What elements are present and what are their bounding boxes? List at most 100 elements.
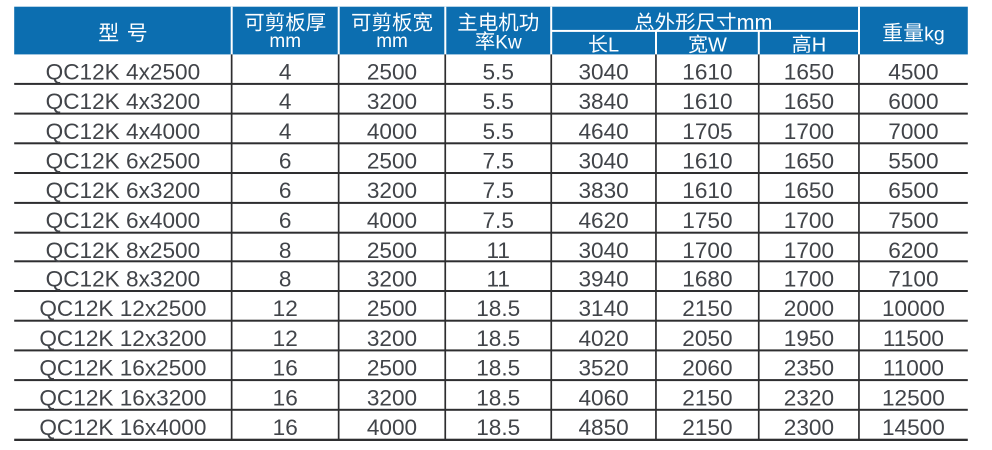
svg-text:1750: 1750 xyxy=(682,208,732,233)
svg-text:1610: 1610 xyxy=(682,60,732,85)
svg-text:18.5: 18.5 xyxy=(476,296,520,321)
svg-text:QC12K 4x2500: QC12K 4x2500 xyxy=(46,60,201,85)
svg-text:5.5: 5.5 xyxy=(482,60,513,85)
svg-text:kg: kg xyxy=(924,23,945,45)
svg-text:2000: 2000 xyxy=(784,296,834,321)
svg-text:4620: 4620 xyxy=(578,208,628,233)
svg-text:7100: 7100 xyxy=(888,267,938,292)
svg-text:QC12K 12x2500: QC12K 12x2500 xyxy=(39,296,206,321)
svg-text:8: 8 xyxy=(279,267,292,292)
svg-text:2150: 2150 xyxy=(682,415,732,440)
svg-text:11500: 11500 xyxy=(883,326,944,351)
svg-text:2500: 2500 xyxy=(367,356,417,381)
svg-text:QC12K 8x2500: QC12K 8x2500 xyxy=(46,238,201,263)
svg-text:7.5: 7.5 xyxy=(482,178,513,203)
svg-text:QC12K 6x3200: QC12K 6x3200 xyxy=(46,178,201,203)
svg-text:16: 16 xyxy=(273,356,298,381)
svg-text:W: W xyxy=(708,34,727,56)
svg-text:QC12K 6x2500: QC12K 6x2500 xyxy=(46,149,201,174)
svg-text:QC12K 8x3200: QC12K 8x3200 xyxy=(46,267,201,292)
svg-text:3940: 3940 xyxy=(578,267,628,292)
svg-text:6000: 6000 xyxy=(888,89,938,114)
svg-text:18.5: 18.5 xyxy=(476,385,520,410)
svg-text:14500: 14500 xyxy=(882,415,945,440)
svg-text:2300: 2300 xyxy=(784,415,834,440)
svg-text:QC12K 6x4000: QC12K 6x4000 xyxy=(46,208,201,233)
svg-text:QC12K 12x3200: QC12K 12x3200 xyxy=(39,326,206,351)
svg-text:1700: 1700 xyxy=(784,119,834,144)
svg-text:4: 4 xyxy=(279,89,292,114)
svg-text:mm: mm xyxy=(737,11,773,35)
svg-text:7500: 7500 xyxy=(888,208,938,233)
svg-text:12500: 12500 xyxy=(882,385,945,410)
svg-text:3040: 3040 xyxy=(578,149,628,174)
svg-text:7.5: 7.5 xyxy=(482,149,513,174)
svg-text:3200: 3200 xyxy=(367,326,417,351)
svg-text:5.5: 5.5 xyxy=(482,119,513,144)
svg-text:2150: 2150 xyxy=(682,296,732,321)
svg-text:1610: 1610 xyxy=(682,178,732,203)
svg-text:5500: 5500 xyxy=(888,149,938,174)
svg-text:Kw: Kw xyxy=(495,33,522,54)
svg-text:QC12K 16x4000: QC12K 16x4000 xyxy=(39,415,206,440)
svg-text:6200: 6200 xyxy=(888,238,938,263)
svg-text:3040: 3040 xyxy=(578,238,628,263)
svg-text:11000: 11000 xyxy=(883,356,944,381)
svg-text:4000: 4000 xyxy=(367,119,417,144)
svg-text:6500: 6500 xyxy=(888,178,938,203)
svg-text:12: 12 xyxy=(273,296,298,321)
svg-text:3140: 3140 xyxy=(578,296,628,321)
svg-text:18.5: 18.5 xyxy=(476,326,520,351)
svg-text:1700: 1700 xyxy=(784,208,834,233)
svg-text:2500: 2500 xyxy=(367,238,417,263)
svg-text:3200: 3200 xyxy=(367,267,417,292)
svg-text:3200: 3200 xyxy=(367,178,417,203)
svg-text:8: 8 xyxy=(279,238,292,263)
svg-text:11: 11 xyxy=(486,267,509,292)
svg-text:6: 6 xyxy=(279,208,292,233)
svg-text:12: 12 xyxy=(273,326,298,351)
svg-text:1950: 1950 xyxy=(784,326,834,351)
svg-text:1610: 1610 xyxy=(682,89,732,114)
svg-text:18.5: 18.5 xyxy=(476,415,520,440)
svg-text:5.5: 5.5 xyxy=(482,89,513,114)
svg-text:2500: 2500 xyxy=(367,296,417,321)
svg-text:4: 4 xyxy=(279,60,292,85)
svg-text:3040: 3040 xyxy=(578,60,628,85)
svg-text:16: 16 xyxy=(273,415,298,440)
svg-text:1700: 1700 xyxy=(784,238,834,263)
svg-text:3520: 3520 xyxy=(578,356,628,381)
svg-text:1650: 1650 xyxy=(784,149,834,174)
svg-text:1700: 1700 xyxy=(682,238,732,263)
svg-text:QC12K 16x3200: QC12K 16x3200 xyxy=(39,385,206,410)
svg-text:3830: 3830 xyxy=(578,178,628,203)
svg-text:4640: 4640 xyxy=(578,119,628,144)
svg-text:4850: 4850 xyxy=(578,415,628,440)
svg-text:11: 11 xyxy=(486,238,509,263)
svg-text:4000: 4000 xyxy=(367,415,417,440)
svg-text:2320: 2320 xyxy=(784,385,834,410)
svg-text:1650: 1650 xyxy=(784,178,834,203)
svg-text:6: 6 xyxy=(279,149,292,174)
svg-text:7000: 7000 xyxy=(888,119,938,144)
svg-text:16: 16 xyxy=(273,385,298,410)
svg-text:4500: 4500 xyxy=(888,60,938,85)
svg-text:4060: 4060 xyxy=(578,385,628,410)
svg-text:3200: 3200 xyxy=(367,385,417,410)
svg-text:L: L xyxy=(608,34,619,56)
svg-text:2150: 2150 xyxy=(682,385,732,410)
svg-text:1650: 1650 xyxy=(784,89,834,114)
svg-text:2050: 2050 xyxy=(682,326,732,351)
svg-text:6: 6 xyxy=(279,178,292,203)
svg-text:QC12K 4x3200: QC12K 4x3200 xyxy=(46,89,201,114)
svg-text:10000: 10000 xyxy=(882,296,945,321)
svg-text:1650: 1650 xyxy=(784,60,834,85)
svg-text:QC12K 16x2500: QC12K 16x2500 xyxy=(39,356,206,381)
svg-text:2500: 2500 xyxy=(367,60,417,85)
svg-text:1680: 1680 xyxy=(682,267,732,292)
svg-text:H: H xyxy=(812,34,826,56)
svg-text:mm: mm xyxy=(269,31,301,52)
svg-text:4000: 4000 xyxy=(367,208,417,233)
svg-text:1700: 1700 xyxy=(784,267,834,292)
svg-text:4020: 4020 xyxy=(578,326,628,351)
